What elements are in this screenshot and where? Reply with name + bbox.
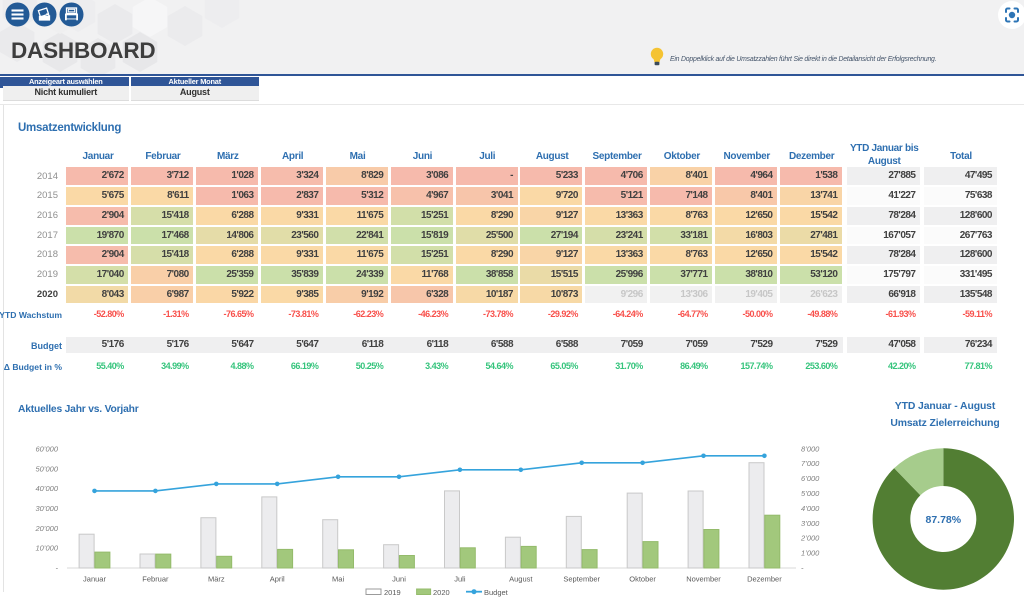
svg-text:-: - [801, 564, 804, 573]
svg-text:60’000: 60’000 [35, 445, 58, 454]
svg-text:20’000: 20’000 [34, 524, 58, 533]
svg-text:Dezember: Dezember [747, 575, 782, 584]
svg-text:Oktober: Oktober [629, 575, 656, 584]
svg-text:2’000: 2’000 [800, 534, 820, 543]
svg-text:5’000: 5’000 [801, 489, 820, 498]
svg-text:Juli: Juli [454, 575, 466, 584]
svg-text:8’000: 8’000 [801, 444, 820, 453]
svg-text:November: November [686, 575, 721, 584]
svg-text:April: April [270, 575, 285, 584]
svg-text:Juni: Juni [392, 575, 406, 584]
svg-text:August: August [509, 575, 533, 584]
svg-text:2019: 2019 [384, 588, 401, 597]
svg-text:Mai: Mai [332, 575, 344, 584]
svg-text:50’000: 50’000 [35, 464, 58, 473]
svg-text:2020: 2020 [433, 588, 450, 597]
svg-text:7’000: 7’000 [801, 459, 820, 468]
svg-text:6’000: 6’000 [801, 474, 820, 483]
svg-text:87.78%: 87.78% [925, 514, 961, 526]
svg-text:September: September [563, 575, 600, 584]
svg-text:30’000: 30’000 [35, 504, 58, 513]
svg-text:3’000: 3’000 [801, 519, 820, 528]
svg-text:-: - [56, 564, 59, 573]
svg-text:10’000: 10’000 [35, 544, 58, 553]
svg-text:1’000: 1’000 [801, 549, 820, 558]
svg-text:4’000: 4’000 [801, 504, 820, 513]
svg-text:Februar: Februar [142, 575, 169, 584]
svg-text:40’000: 40’000 [35, 484, 58, 493]
svg-text:Januar: Januar [83, 575, 106, 584]
svg-text:März: März [208, 575, 225, 584]
svg-text:Budget: Budget [484, 588, 509, 597]
